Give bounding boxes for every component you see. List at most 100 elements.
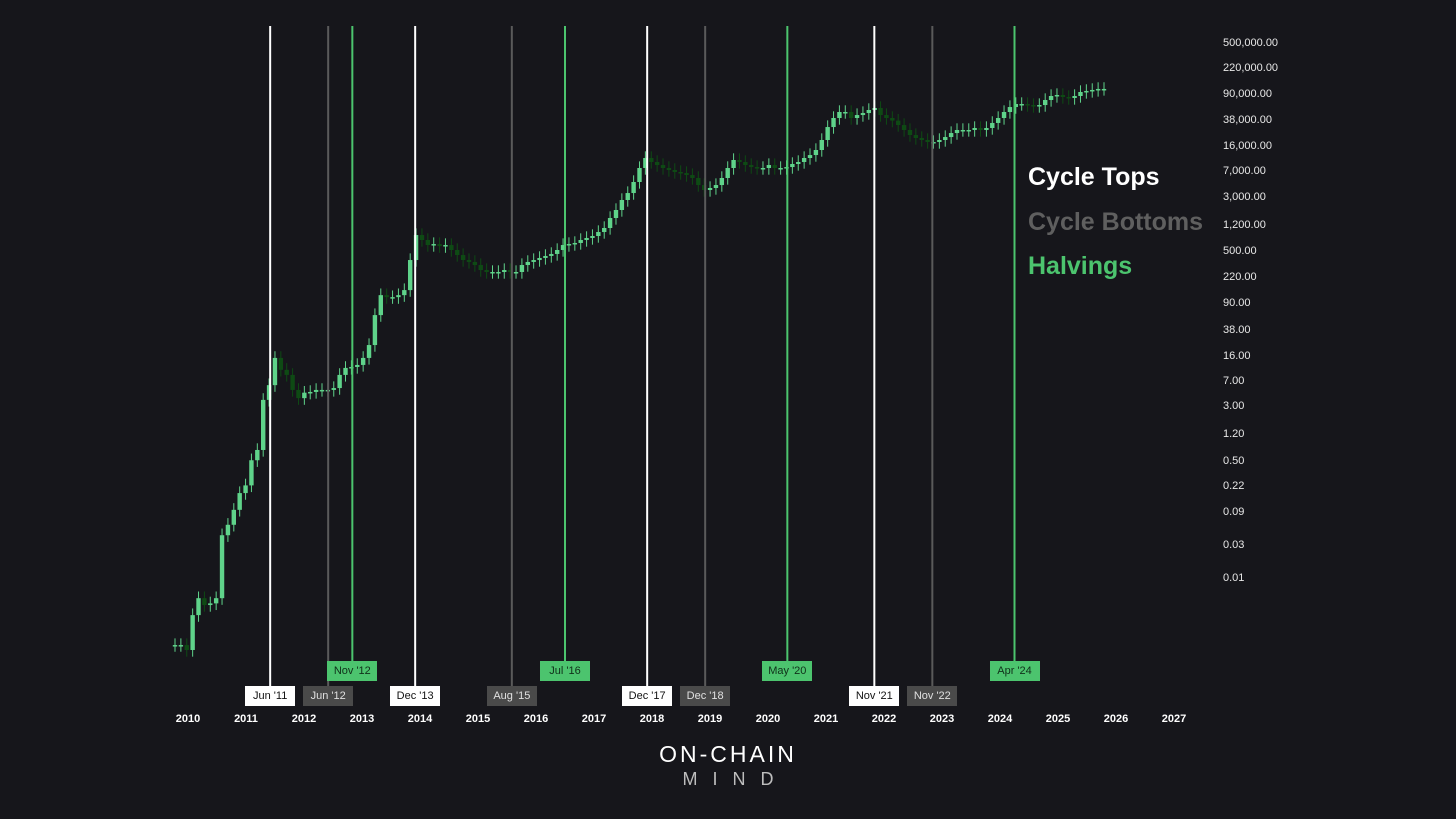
candle-body [1001, 111, 1007, 119]
candle-body [666, 168, 672, 171]
candle [196, 591, 201, 622]
candle-body [843, 111, 848, 114]
y-tick-label: 220,000.00 [1223, 62, 1279, 74]
candle [690, 168, 695, 185]
candle-body [978, 127, 983, 130]
x-tick-label: 2015 [465, 713, 491, 725]
candle [972, 121, 977, 137]
candle-body [607, 218, 613, 228]
candle [525, 255, 530, 272]
candle [519, 258, 525, 279]
candle [478, 258, 483, 277]
candle-body [384, 295, 389, 298]
candle-body [943, 137, 948, 141]
candle [449, 238, 454, 257]
candle [766, 158, 772, 175]
candle-body [190, 615, 195, 650]
candle-body [1084, 90, 1089, 93]
x-tick-label: 2026 [1103, 713, 1129, 725]
candle-body [731, 160, 736, 169]
candle [425, 233, 431, 252]
candle-body [219, 535, 225, 599]
candle [619, 193, 625, 217]
candle [378, 288, 383, 322]
bottom-marker-label: Aug '15 [486, 686, 537, 706]
candle-body [1090, 89, 1095, 92]
candle-body [1048, 95, 1054, 101]
candle-body [402, 290, 407, 296]
candle [313, 383, 319, 399]
candle-body [519, 265, 525, 273]
candle-body [954, 129, 960, 134]
candle-body [1060, 94, 1066, 98]
candle-body [1078, 92, 1083, 96]
candle [937, 133, 942, 149]
candle-body [660, 165, 666, 169]
candle-body [566, 244, 572, 246]
x-tick-label: 2018 [639, 713, 665, 725]
candle [778, 161, 783, 175]
candle-body [507, 270, 513, 273]
candle-body [772, 165, 777, 169]
candle [266, 378, 272, 407]
candle [719, 171, 725, 192]
y-tick-label: 500,000.00 [1223, 37, 1279, 49]
candle-body [237, 493, 242, 510]
candle [631, 175, 636, 200]
candle-body [343, 367, 348, 375]
candle [460, 248, 466, 267]
candle-body [249, 460, 254, 486]
candle-body [919, 138, 924, 141]
candle-body [596, 232, 601, 237]
x-tick-label: 2020 [755, 713, 781, 725]
candle [896, 113, 901, 132]
candle [225, 518, 231, 542]
candle [443, 238, 448, 253]
candle [502, 263, 507, 279]
candle [825, 120, 830, 147]
candle-body [543, 255, 548, 258]
candle-body [690, 175, 695, 179]
candle-body [437, 244, 442, 247]
candle [1054, 88, 1060, 103]
y-tick-label: 90.00 [1223, 297, 1251, 309]
candle-body [390, 297, 395, 299]
candle-body [1019, 103, 1024, 106]
candle [1019, 97, 1024, 111]
candle [966, 123, 971, 137]
logo-mind: MIND [682, 769, 789, 789]
y-tick-label: 1,200.00 [1223, 219, 1266, 231]
candle-body [396, 295, 401, 298]
candle [707, 181, 713, 197]
candle [1060, 88, 1066, 104]
candle-body [455, 250, 460, 256]
candle-body [1025, 103, 1030, 106]
y-tick-label: 7.00 [1223, 375, 1245, 387]
candle [419, 228, 425, 247]
candle [507, 263, 513, 279]
y-tick-label: 3.00 [1223, 400, 1245, 412]
candle [649, 151, 654, 169]
candle [1048, 89, 1054, 107]
candle [807, 148, 813, 165]
candle [178, 638, 184, 652]
candle [737, 153, 742, 169]
candle [1037, 98, 1042, 113]
candle-body [631, 182, 636, 194]
candle-body [578, 240, 583, 243]
candle [790, 157, 795, 174]
candle [590, 229, 595, 245]
candle-body [337, 374, 342, 389]
candle-body [431, 244, 436, 246]
y-tick-label: 500.00 [1223, 245, 1257, 257]
candle-body [231, 509, 236, 525]
candle [801, 151, 807, 169]
candle-body [796, 161, 801, 164]
candle [572, 236, 578, 251]
candle [696, 171, 701, 192]
candle [731, 153, 736, 175]
x-tick-label: 2010 [175, 713, 201, 725]
candle [1090, 83, 1095, 98]
candle [560, 238, 566, 257]
